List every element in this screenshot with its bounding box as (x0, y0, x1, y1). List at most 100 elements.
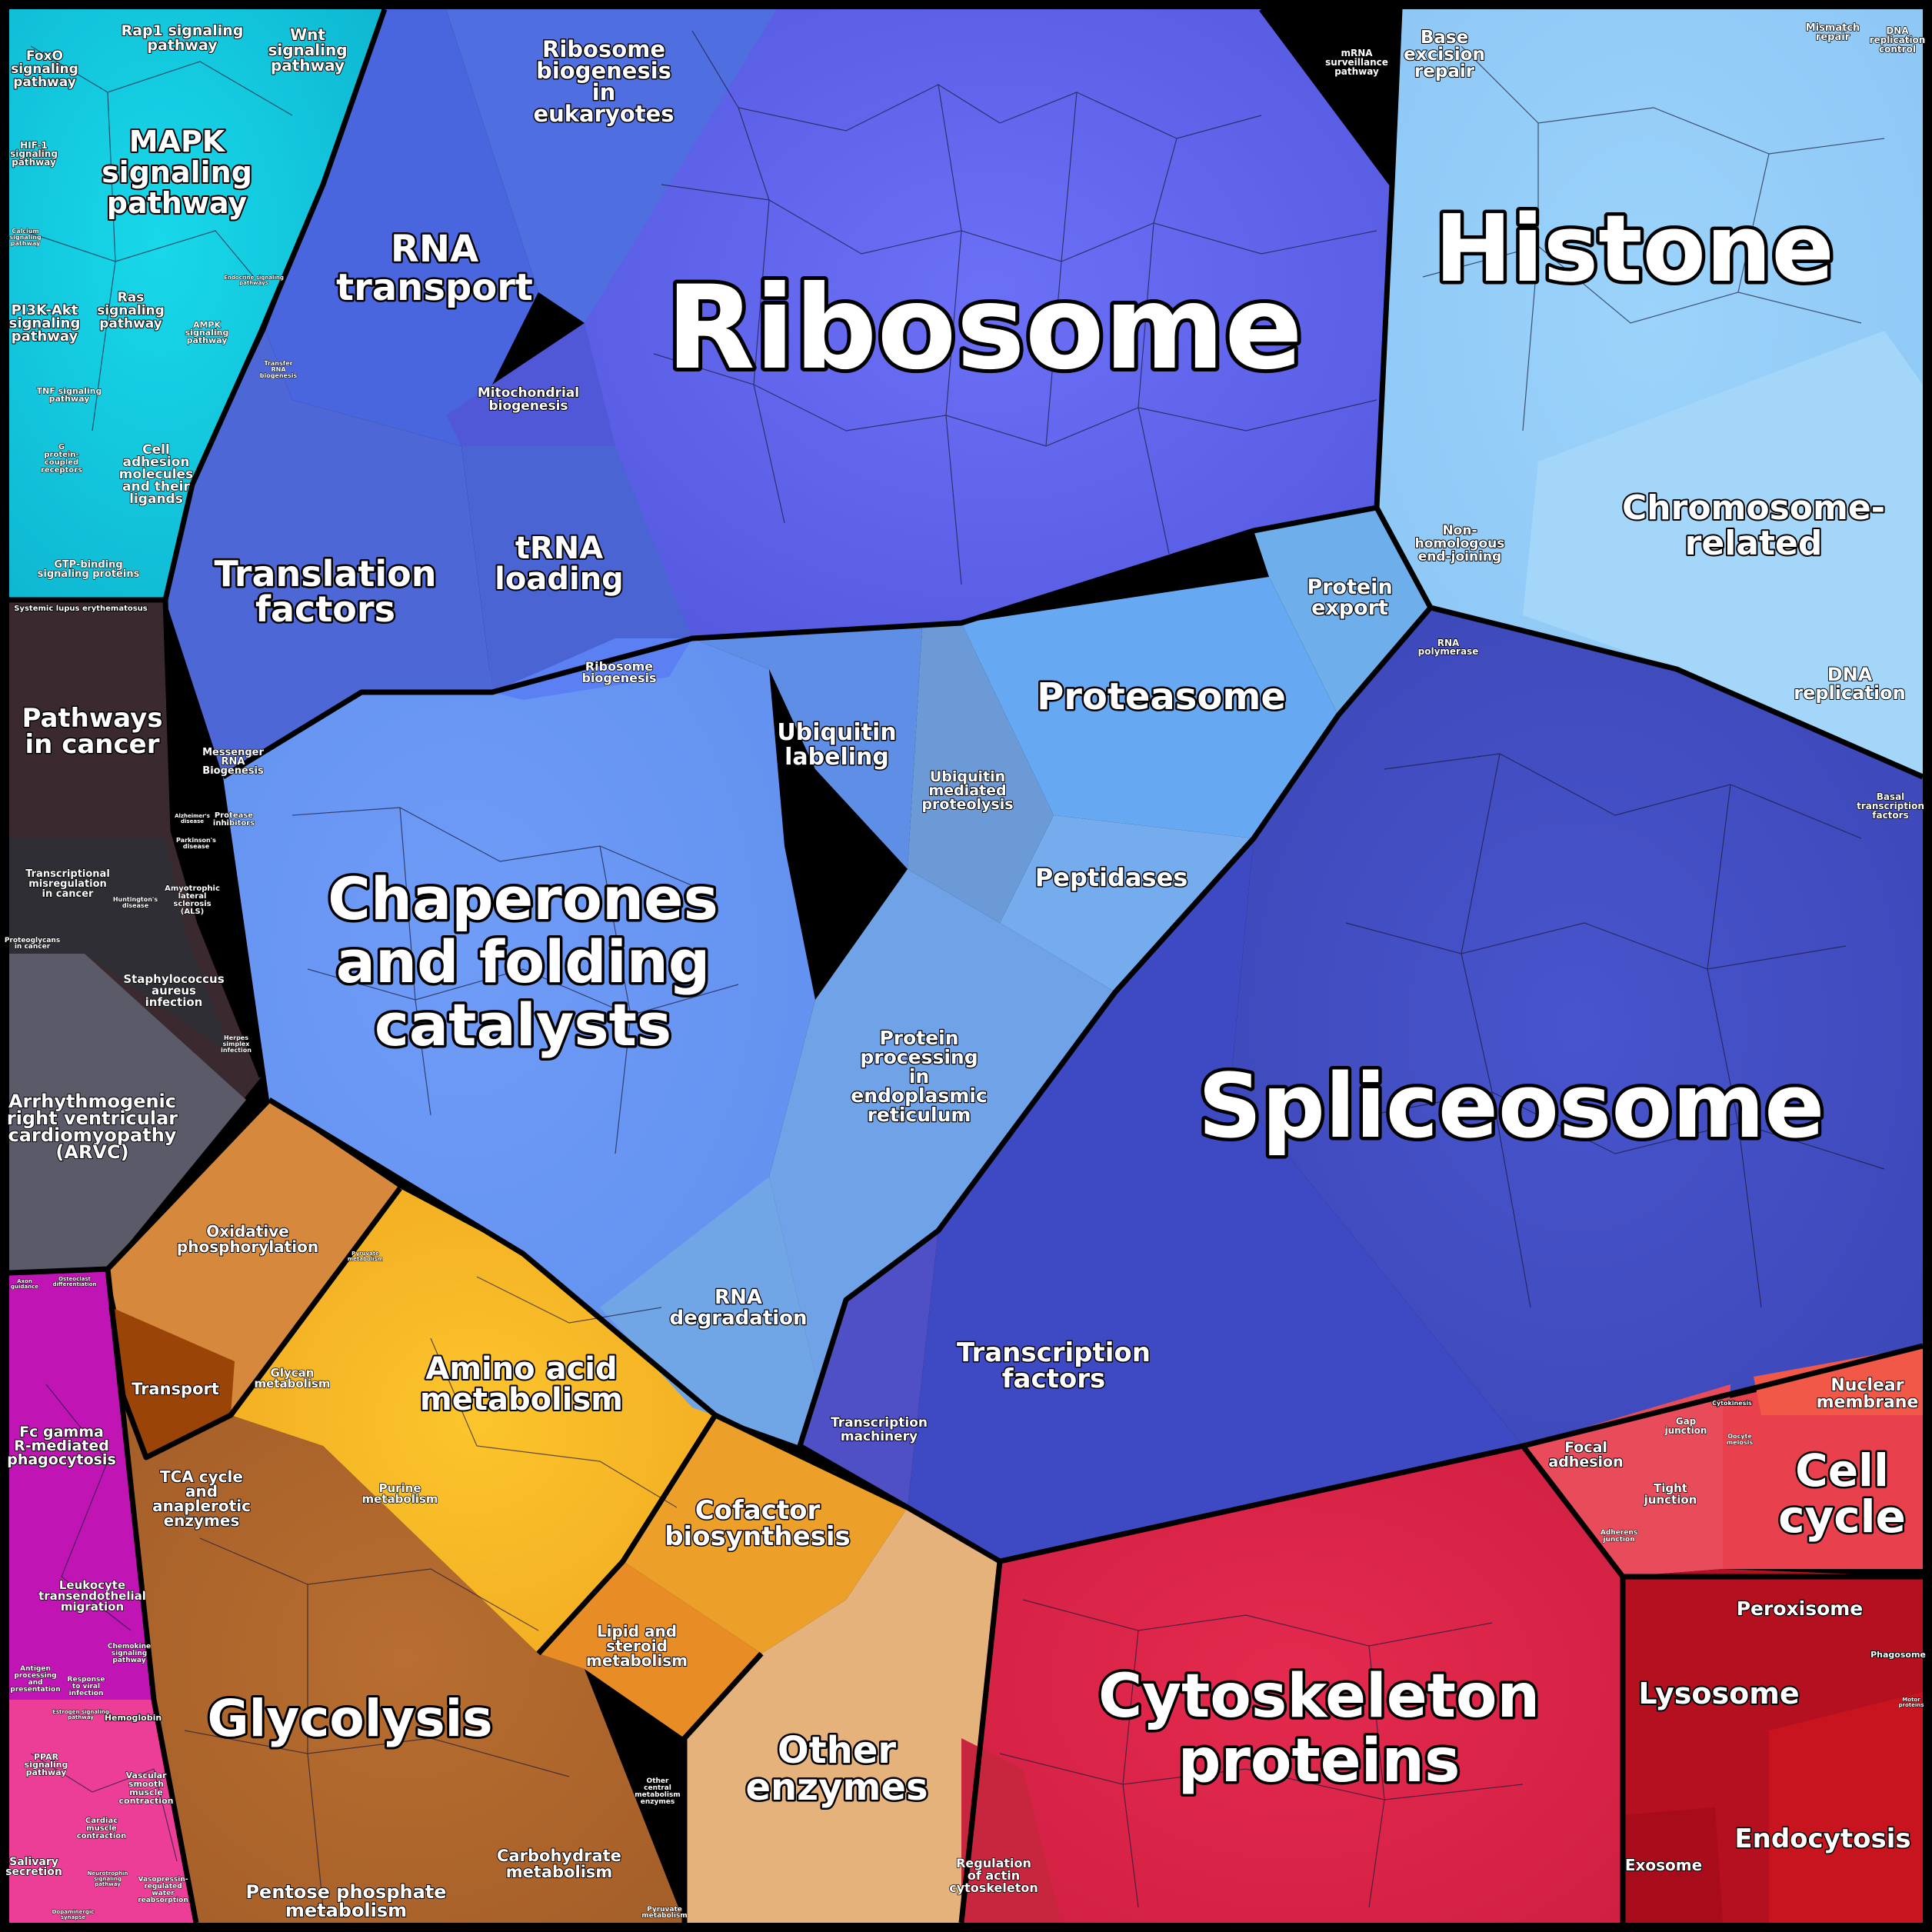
label-ribosome: Ribosome (666, 261, 1303, 395)
label-pathways-cancer-line-1: Pathways (22, 703, 162, 734)
region-ubiquitin (692, 615, 923, 869)
label-chromosome-line-2: related (1685, 524, 1823, 563)
label-staph-line-3: infection (145, 995, 203, 1009)
label-proteoglycans-line-2: in cancer (15, 943, 51, 951)
label-transfer-rna-line-2: RNA (271, 366, 286, 373)
label-neurotrophin-line-2: signaling (94, 1876, 122, 1882)
region-proteasome (961, 577, 1338, 838)
label-dopaminergic-line-1: Dopaminergic (52, 1909, 95, 1915)
label-cytoskeleton-line-1: Cytoskeleton (1098, 1662, 1540, 1731)
label-endocrine-line-1: Endocrine signaling (224, 275, 284, 281)
label-osteoclast-line-1: Osteoclast (58, 1276, 91, 1282)
label-exosome: Exosome (1625, 1856, 1702, 1874)
label-response-viral-line-3: infection (69, 1690, 104, 1697)
label-other-enzymes-line-1: Other (778, 1729, 896, 1772)
region-energy (108, 1100, 400, 1415)
region-other-enzymes (685, 1507, 1000, 1923)
label-huntingtons-line-2: disease (122, 902, 149, 909)
label-leukocyte-line-1: Leukocyte (59, 1578, 125, 1592)
label-actin-line-3: cytoskeleton (949, 1880, 1038, 1895)
label-neurotrophin-line-3: pathway (95, 1881, 121, 1887)
label-other-enzymes-line-2: enzymes (745, 1766, 928, 1809)
label-protease-inhibitors-line-2: inhibitors (213, 819, 255, 828)
label-proteoglycans-line-1: Proteoglycans (5, 937, 60, 944)
label-glycan-line-1: Glycan (271, 1366, 315, 1380)
label-mrna-surveillance-line-2: surveillance (1325, 57, 1388, 68)
label-lysosome: Lysosome (1638, 1677, 1799, 1710)
label-hemoglobin: Hemoglobin (105, 1713, 162, 1723)
label-ubiquitin-proteolysis-line-1: Ubiquitin (930, 768, 1005, 785)
label-mapk-line-3: pathway (107, 186, 248, 220)
label-rna-degradation-line-2: degradation (669, 1307, 807, 1330)
label-endocrine-line-2: pathways (239, 280, 268, 286)
label-wnt-line-2: signaling (268, 41, 347, 59)
label-neurotrophin-line-1: Neurotrophin (88, 1870, 128, 1877)
label-staph-line-2: aureus (152, 984, 196, 998)
label-spliceosome: Spliceosome (1198, 1055, 1824, 1158)
label-dna-replication-control-line-3: control (1879, 44, 1916, 55)
label-cell-adhesion-line-3: molecules (119, 467, 193, 482)
label-oocyte-line-1: Oocyte (1727, 1433, 1752, 1440)
label-alzheimers-line-1: Alzheimer's (175, 813, 210, 819)
label-vascular-smooth-line-4: contraction (119, 1796, 174, 1806)
region-amino (231, 1188, 715, 1654)
label-ampk-line-3: pathway (187, 335, 228, 345)
label-transfer-rna-line-3: biogenesis (260, 372, 298, 379)
label-response-viral-line-2: to viral (72, 1683, 100, 1690)
label-axon-guidance-line-2: guidance (11, 1284, 38, 1290)
label-als-line-1: Amyotrophic (165, 884, 220, 893)
label-adherens-line-1: Adherens (1601, 1529, 1637, 1537)
label-ubiquitin-line-1: Ubiquitin (777, 719, 896, 746)
label-g-protein-line-3: coupled (45, 458, 78, 467)
label-trna-line-1: tRNA (515, 531, 603, 566)
label-cardiac-line-2: muscle (86, 1824, 117, 1833)
label-pyruvate-2-line-2: metabolism (641, 1912, 687, 1920)
label-ribosome-biogenesis-euk-line-1: Ribosome (542, 36, 665, 62)
label-transcriptional-misregulation-line-2: misregulation (28, 878, 107, 890)
label-oxidative-line-2: phosphorylation (177, 1237, 318, 1256)
label-fc-gamma-line-1: Fc gamma (19, 1424, 104, 1441)
label-adherens-line-2: junction (1602, 1536, 1634, 1544)
label-tca-line-4: enzymes (164, 1511, 240, 1530)
region-lipid (538, 1561, 761, 1738)
region-transport (112, 1307, 235, 1457)
label-protein-export-line-1: Protein (1307, 575, 1392, 599)
label-staph-line-1: Staphylococcus (123, 972, 224, 986)
label-proteasome: Proteasome (1037, 675, 1286, 718)
label-gap-junction-line-2: junction (1664, 1425, 1707, 1436)
label-glycan-line-2: metabolism (255, 1377, 331, 1391)
label-rap1-line-1: Rap1 signaling (122, 22, 244, 39)
label-ppar-line-3: pathway (26, 1767, 67, 1777)
label-carbohydrate-line-2: metabolism (506, 1863, 613, 1881)
label-base-excision-line-2: excision (1404, 45, 1485, 65)
region-ribosome-biogenesis-euk (446, 9, 777, 323)
label-ribosome-biogenesis-line-1: Ribosome (585, 659, 653, 674)
label-chemokine-line-3: pathway (112, 1657, 145, 1664)
label-ubiquitin-proteolysis-line-3: proteolysis (921, 796, 1013, 813)
label-rna-transport-line-1: RNA (391, 228, 478, 271)
label-nuclear-membrane-line-2: membrane (1817, 1393, 1919, 1412)
label-salivary-line-1: Salivary (9, 1856, 58, 1868)
label-basal-transcription-line-3: factors (1872, 810, 1908, 821)
label-lipid-line-3: metabolism (586, 1651, 688, 1670)
